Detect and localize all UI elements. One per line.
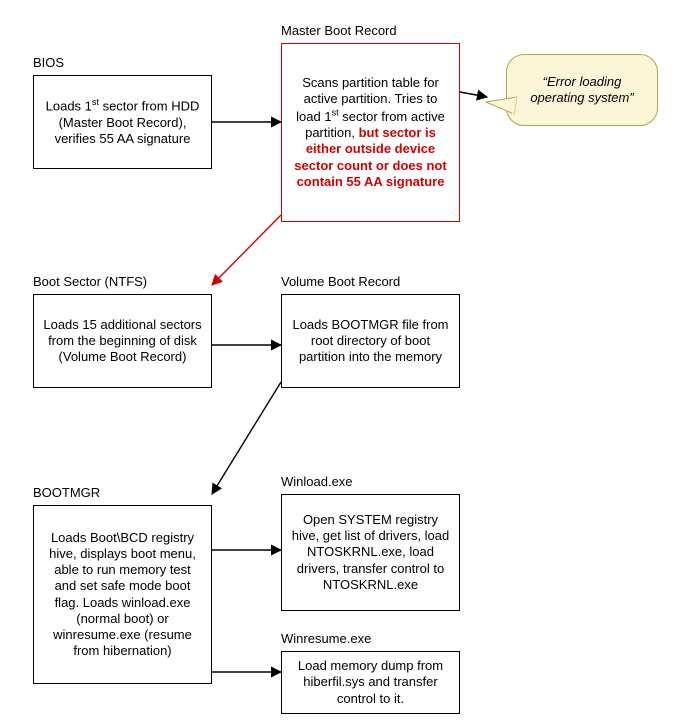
winload-title: Winload.exe: [281, 474, 353, 490]
winload-body: Open SYSTEM registry hive, get list of d…: [290, 512, 451, 593]
winresume-title: Winresume.exe: [281, 631, 371, 647]
bootmgr-body: Loads Boot\BCD registry hive, displays b…: [42, 530, 203, 660]
error-callout-text: “Error loading operating system”: [519, 74, 645, 107]
bootsector-node: Loads 15 additional sectors from the beg…: [33, 294, 212, 388]
flowchart-canvas: BIOS Loads 1st sector from HDD (Master B…: [0, 0, 685, 722]
bootmgr-title: BOOTMGR: [33, 485, 100, 501]
bootsector-body: Loads 15 additional sectors from the beg…: [42, 317, 203, 366]
vbr-body: Loads BOOTMGR file from root directory o…: [290, 317, 451, 366]
winload-node: Open SYSTEM registry hive, get list of d…: [281, 494, 460, 611]
bios-body: Loads 1st sector from HDD (Master Boot R…: [42, 97, 203, 147]
bios-title: BIOS: [33, 55, 64, 71]
winresume-body: Load memory dump from hiberfil.sys and t…: [290, 658, 451, 707]
mbr-title: Master Boot Record: [281, 23, 397, 39]
mbr-node: Scans partition table for active partiti…: [281, 43, 460, 222]
bios-node: Loads 1st sector from HDD (Master Boot R…: [33, 75, 212, 169]
edge-mbr-bootsector: [212, 215, 281, 285]
vbr-title: Volume Boot Record: [281, 274, 400, 290]
bootsector-title: Boot Sector (NTFS): [33, 274, 147, 290]
winresume-node: Load memory dump from hiberfil.sys and t…: [281, 651, 460, 714]
mbr-body: Scans partition table for active partiti…: [290, 75, 451, 190]
edge-mbr-callout: [460, 92, 487, 97]
bootmgr-node: Loads Boot\BCD registry hive, displays b…: [33, 505, 212, 684]
error-callout: “Error loading operating system”: [506, 54, 658, 126]
edge-vbr-bootmgr: [212, 382, 281, 494]
vbr-node: Loads BOOTMGR file from root directory o…: [281, 294, 460, 388]
